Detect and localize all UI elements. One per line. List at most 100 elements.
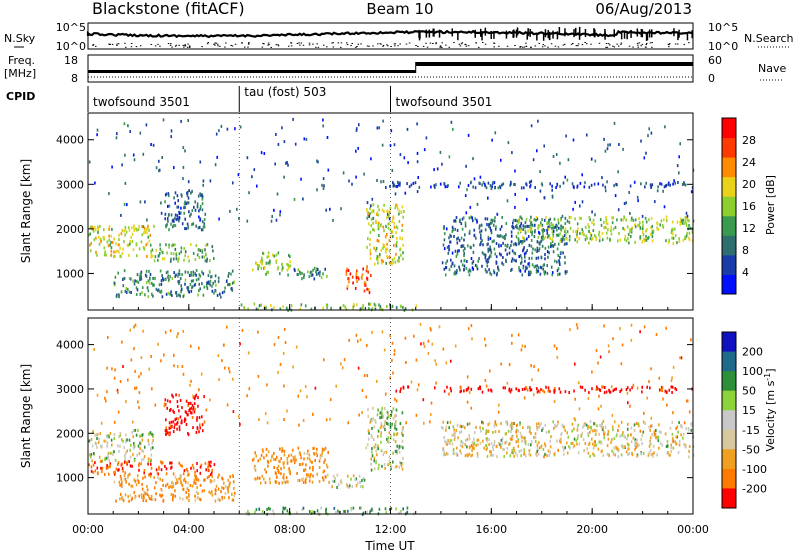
colorbar-tick-label: 200: [742, 346, 763, 359]
nsearch-point: [340, 42, 343, 44]
scatter-point: [168, 204, 171, 208]
scatter-point: [177, 280, 180, 284]
scatter-point: [131, 239, 134, 243]
scatter-point: [590, 183, 593, 187]
scatter-point: [131, 496, 133, 500]
y-tick-label: 3000: [56, 178, 84, 191]
scatter-point: [379, 224, 382, 228]
scatter-point: [170, 461, 173, 465]
scatter-point: [669, 453, 671, 457]
scatter-point: [458, 238, 461, 242]
scatter-point: [280, 467, 282, 471]
scatter-point: [470, 387, 473, 391]
scatter-point: [321, 454, 323, 458]
scatter-point: [639, 429, 642, 433]
nsearch-point: [426, 46, 429, 48]
scatter-point: [174, 201, 176, 205]
scatter-point: [137, 444, 140, 448]
scatter-point: [284, 480, 287, 484]
scatter-point: [186, 469, 189, 473]
scatter-point: [192, 252, 195, 255]
scatter-point: [198, 388, 200, 392]
scatter-point: [161, 461, 164, 465]
scatter-point: [553, 400, 556, 403]
scatter-point: [128, 290, 131, 294]
scatter-point: [181, 273, 183, 277]
scatter-point: [435, 183, 437, 187]
scatter-point: [485, 431, 487, 435]
scatter-point: [592, 218, 595, 222]
scatter-point: [157, 476, 159, 480]
scatter-point: [176, 335, 178, 339]
scatter-point: [281, 263, 283, 266]
nsearch-point: [117, 43, 120, 45]
scatter-point: [181, 406, 183, 410]
scatter-point: [370, 462, 372, 466]
scatter-point: [594, 429, 596, 433]
scatter-point: [384, 407, 386, 410]
scatter-point: [470, 215, 472, 219]
scatter-point: [170, 135, 172, 139]
scatter-point: [478, 224, 481, 228]
scatter-point: [192, 407, 194, 411]
nsearch-point: [323, 44, 325, 46]
scatter-point: [204, 252, 207, 256]
scatter-point: [604, 425, 607, 429]
scatter-point: [485, 448, 488, 452]
scatter-point: [259, 260, 262, 264]
scatter-point: [520, 348, 523, 352]
scatter-point: [455, 271, 458, 274]
scatter-point: [214, 499, 217, 503]
scatter-point: [590, 238, 593, 242]
scatter-point: [482, 439, 484, 443]
scatter-point: [583, 233, 585, 237]
scatter-point: [452, 425, 455, 429]
scatter-point: [449, 442, 451, 445]
scatter-point: [277, 464, 280, 468]
scatter-point: [407, 161, 409, 165]
scatter-point: [453, 437, 456, 441]
scatter-point: [626, 386, 629, 390]
velocity-colorbar-label: Velocity [m s-1]: [763, 368, 778, 451]
scatter-point: [377, 224, 380, 227]
nsearch-point: [644, 46, 647, 48]
scatter-point: [526, 388, 529, 392]
scatter-point: [140, 434, 142, 438]
scatter-point: [128, 472, 131, 476]
scatter-point: [119, 483, 121, 487]
scatter-point: [197, 492, 199, 495]
scatter-point: [355, 333, 358, 337]
scatter-point: [460, 425, 463, 429]
scatter-point: [657, 227, 660, 231]
scatter-point: [576, 436, 579, 440]
scatter-point: [503, 235, 506, 239]
scatter-point: [263, 266, 265, 270]
scatter-point: [301, 508, 304, 512]
scatter-point: [396, 240, 398, 244]
scatter-point: [593, 222, 595, 226]
scatter-point: [370, 468, 373, 472]
scatter-point: [100, 444, 102, 448]
scatter-point: [88, 233, 90, 237]
scatter-point: [376, 239, 379, 242]
scatter-point: [468, 273, 471, 277]
scatter-point: [323, 358, 325, 362]
scatter-point: [528, 430, 531, 434]
scatter-point: [192, 394, 194, 398]
scatter-point: [176, 205, 178, 209]
nsearch-point: [498, 45, 500, 47]
scatter-point: [541, 244, 544, 248]
scatter-point: [265, 470, 267, 474]
scatter-point: [674, 440, 676, 444]
scatter-point: [196, 496, 199, 500]
scatter-point: [115, 136, 118, 140]
scatter-point: [132, 453, 134, 457]
scatter-point: [165, 426, 167, 430]
colorbar-tick-label: 20: [742, 178, 756, 191]
scatter-point: [625, 388, 628, 391]
scatter-point: [175, 417, 178, 421]
scatter-point: [688, 223, 690, 227]
scatter-point: [180, 288, 183, 292]
scatter-point: [231, 269, 234, 273]
scatter-point: [121, 340, 123, 344]
